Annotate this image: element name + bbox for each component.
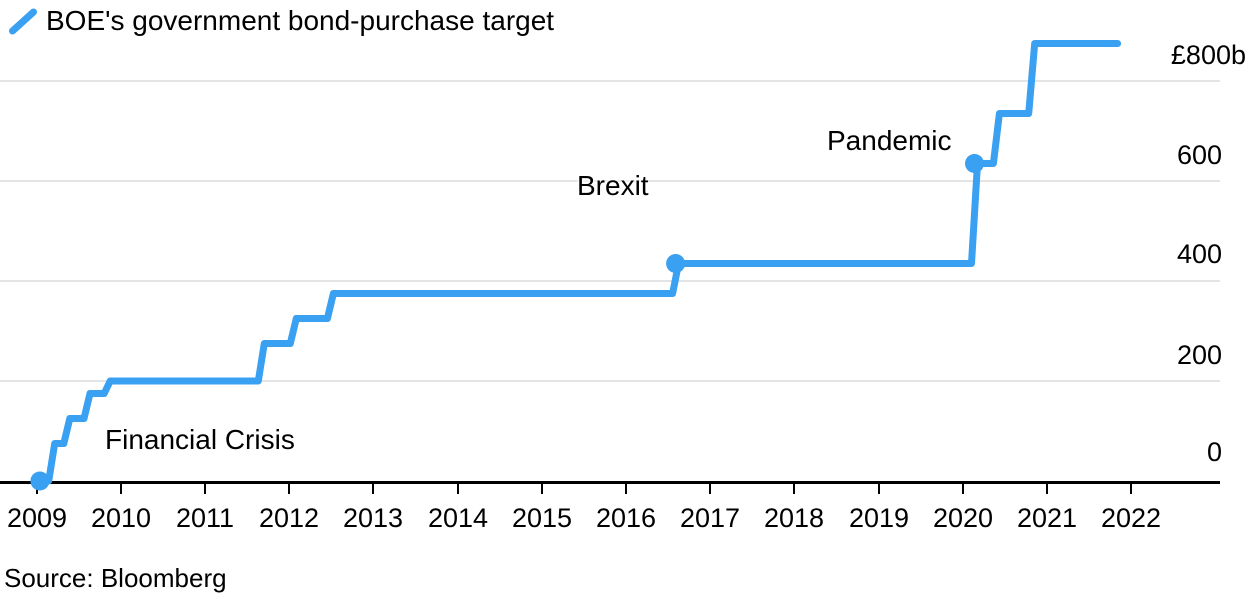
x-tick-2015 <box>541 484 543 494</box>
y-tick-label-600: 600 <box>1176 140 1222 170</box>
legend: BOE's government bond-purchase target <box>8 4 554 38</box>
x-tick-2019 <box>878 484 880 494</box>
legend-series-label: BOE's government bond-purchase target <box>46 5 555 36</box>
x-tick-2016 <box>625 484 627 494</box>
annotation-financial-crisis: Financial Crisis <box>105 424 295 455</box>
x-tick-2017 <box>709 484 711 494</box>
gridline-400 <box>0 280 1220 282</box>
y-tick-label-400: 400 <box>1176 239 1222 269</box>
x-tick-label: 2018 <box>763 503 825 533</box>
series-line <box>36 40 1122 485</box>
y-tick-label-200: 200 <box>1176 340 1222 370</box>
gridline-800 <box>0 80 1220 82</box>
x-tick-label: 2019 <box>848 503 910 533</box>
x-tick-2018 <box>793 484 795 494</box>
x-tick-label: 2016 <box>595 503 657 533</box>
event-marker-dot <box>965 154 984 173</box>
x-tick-2020 <box>962 484 964 494</box>
x-tick-label: 2014 <box>427 503 489 533</box>
x-tick-label: 2013 <box>342 503 404 533</box>
x-tick-label: 2010 <box>90 503 152 533</box>
x-tick-2012 <box>288 484 290 494</box>
x-tick-label: 2020 <box>932 503 994 533</box>
gridline-200 <box>0 380 1220 382</box>
x-tick-2013 <box>372 484 374 494</box>
x-tick-label: 2012 <box>258 503 320 533</box>
source-credit: Source: Bloomberg <box>4 563 227 593</box>
annotation-pandemic: Pandemic <box>827 125 952 156</box>
x-tick-label: 2022 <box>1100 503 1162 533</box>
x-tick-2022 <box>1130 484 1132 494</box>
y-tick-label-0: 0 <box>1206 437 1222 467</box>
x-tick-2010 <box>120 484 122 494</box>
x-axis-line <box>0 481 1220 484</box>
x-tick-2021 <box>1046 484 1048 494</box>
x-tick-label: 2021 <box>1016 503 1078 533</box>
x-tick-2011 <box>204 484 206 494</box>
x-tick-2009 <box>36 484 38 494</box>
annotation-brexit: Brexit <box>577 170 649 201</box>
x-tick-2014 <box>457 484 459 494</box>
x-tick-label: 2017 <box>679 503 741 533</box>
line-slash-icon <box>9 8 37 34</box>
y-tick-label-800: £800b <box>1170 40 1246 70</box>
x-tick-label: 2015 <box>511 503 573 533</box>
x-tick-label: 2009 <box>6 503 68 533</box>
x-tick-label: 2011 <box>175 503 235 533</box>
event-marker-dot <box>666 254 686 273</box>
